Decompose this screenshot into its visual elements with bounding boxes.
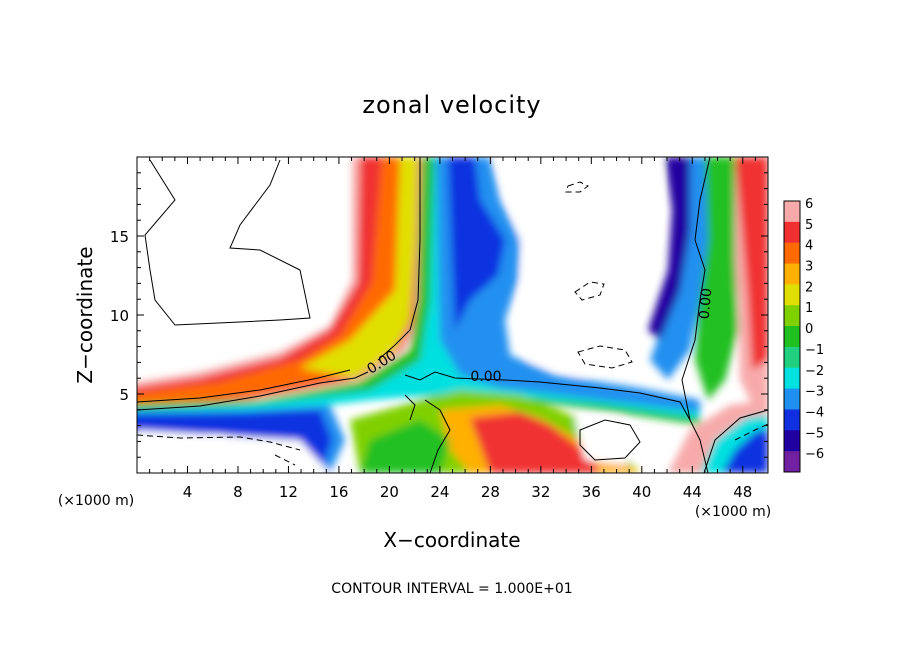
colorbar-swatch <box>784 346 800 369</box>
x-axis: 4 8 12 16 20 24 28 32 36 40 44 48 <box>149 157 756 501</box>
x-tick-label: 48 <box>733 483 752 501</box>
x-tick-label: 4 <box>183 483 193 501</box>
colorbar-swatch <box>784 201 800 223</box>
contour-zero <box>404 371 691 421</box>
colorbar-tick-label: −4 <box>805 405 824 420</box>
contour-zero <box>377 157 421 361</box>
chart-title: zonal velocity <box>362 91 541 119</box>
contour-negative <box>734 423 768 441</box>
colorbar-tick-label: −2 <box>805 364 824 379</box>
field-band <box>137 410 332 473</box>
contour-zero <box>144 159 311 326</box>
contour-zero <box>703 409 768 473</box>
field-band <box>448 157 505 330</box>
field-neutral <box>497 157 660 375</box>
field-band <box>300 157 418 378</box>
velocity-field <box>137 157 768 473</box>
colorbar-tick-label: 3 <box>805 260 813 275</box>
contour-zero <box>681 157 711 421</box>
x-unit-right: (×1000 m) <box>695 504 771 520</box>
colorbar-swatch <box>784 221 800 244</box>
contour-negative <box>565 181 589 193</box>
colorbar-swatch <box>784 242 800 265</box>
colorbar-tick-label: 2 <box>805 280 813 295</box>
y-tick-label: 5 <box>119 386 129 404</box>
contour-zero <box>424 399 451 473</box>
colorbar-tick-label: 4 <box>805 239 813 254</box>
colorbar-swatch <box>784 284 800 306</box>
contour-negative <box>574 281 605 301</box>
contour-negative <box>274 454 296 466</box>
colorbar-swatch <box>784 263 800 285</box>
contour-label: 0.00 <box>470 369 501 385</box>
contour-zero <box>689 419 709 473</box>
colorbar-tick-label: −5 <box>805 426 824 441</box>
y-tick-label: 15 <box>110 228 129 246</box>
colorbar-swatch <box>784 451 800 473</box>
colorbar-swatch <box>784 430 800 452</box>
x-tick-label: 40 <box>632 483 651 501</box>
field-neutral <box>575 418 640 465</box>
colorbar-tick-label: 1 <box>805 301 813 316</box>
contour-zero <box>579 419 641 461</box>
colorbar-swatch <box>784 367 800 390</box>
field-band <box>436 157 700 412</box>
field-band <box>470 412 600 473</box>
field-band <box>722 428 768 473</box>
contour-interval-note: CONTOUR INTERVAL = 1.000E+01 <box>331 581 572 597</box>
colorbar-tick-label: 0 <box>805 322 813 337</box>
field-neutral <box>137 430 330 473</box>
field-band <box>137 157 410 407</box>
x-tick-label: 44 <box>683 483 702 501</box>
contour-zero <box>137 369 351 403</box>
x-axis-label: X−coordinate <box>383 528 520 552</box>
contour-label: 0.00 <box>697 287 716 319</box>
colorbar-frame <box>783 200 801 473</box>
x-tick-label: 16 <box>329 483 348 501</box>
colorbar: 6 5 4 3 2 1 0 −1 −2 −3 −4 −5 −6 <box>783 197 824 473</box>
contour-zero <box>137 371 369 411</box>
colorbar-swatch <box>784 305 800 327</box>
contour-negative <box>137 434 301 451</box>
field-band <box>735 157 768 370</box>
x-tick-label: 8 <box>233 483 243 501</box>
x-unit-left: (×1000 m) <box>58 493 134 509</box>
x-tick-label: 32 <box>531 483 550 501</box>
colorbar-tick-label: 6 <box>805 197 813 212</box>
x-tick-label: 12 <box>279 483 298 501</box>
field-neutral <box>137 157 345 350</box>
colorbar-tick-label: 5 <box>805 218 813 233</box>
colorbar-swatch <box>784 409 800 431</box>
x-tick-label: 20 <box>380 483 399 501</box>
colorbar-tick-label: −6 <box>805 447 824 462</box>
x-tick-label: 36 <box>582 483 601 501</box>
field-band <box>648 157 690 340</box>
colorbar-tick-label: −1 <box>805 343 824 358</box>
y-tick-label: 10 <box>110 307 129 325</box>
contour-negative <box>577 345 633 369</box>
x-tick-label: 28 <box>481 483 500 501</box>
colorbar-tick-label: −3 <box>805 385 824 400</box>
y-axis-label: Z−coordinate <box>73 246 97 383</box>
contour-zero <box>404 394 416 421</box>
colorbar-swatch <box>784 326 800 348</box>
colorbar-swatch <box>784 388 800 410</box>
x-tick-label: 24 <box>430 483 449 501</box>
y-axis: 5 10 15 <box>110 172 768 458</box>
field-band <box>360 420 450 473</box>
